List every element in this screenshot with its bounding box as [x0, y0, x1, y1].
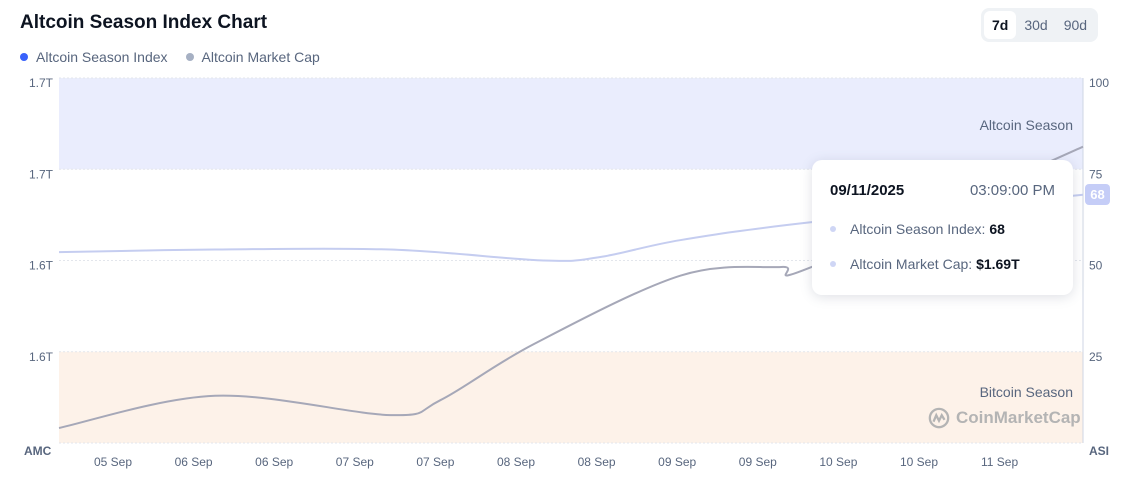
tooltip-time: 03:09:00 PM — [969, 182, 1055, 199]
right-tick-label: 50 — [1089, 259, 1103, 273]
tooltip-index-row: Altcoin Season Index: 68 — [830, 221, 1005, 237]
left-tick-label: 1.6T — [29, 259, 54, 273]
legend-item-mcap[interactable]: Altcoin Market Cap — [185, 49, 320, 65]
x-tick-label: 05 Sep — [94, 455, 132, 469]
legend-dot-icon — [185, 53, 194, 61]
x-tick-label: 08 Sep — [497, 455, 535, 469]
right-tick-label: 75 — [1089, 167, 1103, 181]
x-tick-label: 08 Sep — [578, 455, 616, 469]
zone-label: Bitcoin Season — [980, 384, 1073, 400]
legend-label: Altcoin Market Cap — [201, 49, 320, 65]
zone-1 — [59, 351, 1083, 443]
tooltip-index-label: Altcoin Season Index: — [850, 221, 986, 237]
x-tick-label: 09 Sep — [658, 455, 696, 469]
legend-item-index[interactable]: Altcoin Season Index — [20, 49, 168, 65]
left-tick-label: 1.6T — [29, 350, 54, 364]
x-tick-label: 11 Sep — [981, 455, 1018, 469]
x-tick-label: 06 Sep — [255, 455, 293, 469]
range-selector: 7d 30d 90d — [981, 8, 1099, 42]
tooltip-index-value: 68 — [989, 221, 1005, 237]
x-tick-label: 10 Sep — [900, 455, 938, 469]
bullet-icon — [830, 226, 836, 232]
legend-label: Altcoin Season Index — [36, 49, 168, 65]
current-index-badge: 68 — [1085, 184, 1110, 205]
x-tick-label: 09 Sep — [739, 455, 777, 469]
tooltip-mcap-value: $1.69T — [976, 256, 1020, 272]
x-tick-label: 10 Sep — [819, 455, 857, 469]
zone-0 — [59, 78, 1083, 170]
right-tick-label: 25 — [1089, 350, 1103, 364]
legend: Altcoin Season Index Altcoin Market Cap — [20, 49, 320, 65]
x-tick-label: 07 Sep — [416, 455, 454, 469]
page-title: Altcoin Season Index Chart — [20, 12, 268, 33]
tooltip: 09/11/2025 03:09:00 PM Altcoin Season In… — [812, 160, 1073, 295]
tooltip-mcap-row: Altcoin Market Cap: $1.69T — [830, 256, 1020, 272]
coinmarketcap-watermark: CoinMarketCap — [928, 407, 1081, 429]
left-tick-label: 1.7T — [29, 76, 54, 90]
x-tick-label: 07 Sep — [336, 455, 374, 469]
left-tick-label: 1.7T — [29, 167, 54, 181]
watermark-text: CoinMarketCap — [956, 408, 1081, 427]
x-tick-label: 06 Sep — [175, 455, 213, 469]
zone-label: Altcoin Season — [980, 117, 1073, 133]
coinmarketcap-logo-icon — [928, 407, 950, 429]
tooltip-mcap-label: Altcoin Market Cap: — [850, 256, 973, 272]
range-90d-button[interactable]: 90d — [1063, 17, 1088, 33]
bullet-icon — [830, 261, 836, 267]
series-line-mcap — [58, 145, 1084, 429]
left-axis-label: AMC — [24, 444, 52, 458]
right-tick-label: 100 — [1089, 76, 1109, 90]
range-7d-button[interactable]: 7d — [984, 11, 1017, 39]
tooltip-date: 09/11/2025 — [830, 182, 905, 199]
legend-dot-icon — [20, 53, 28, 61]
right-axis-label: ASI — [1089, 444, 1109, 458]
range-30d-button[interactable]: 30d — [1024, 17, 1048, 33]
